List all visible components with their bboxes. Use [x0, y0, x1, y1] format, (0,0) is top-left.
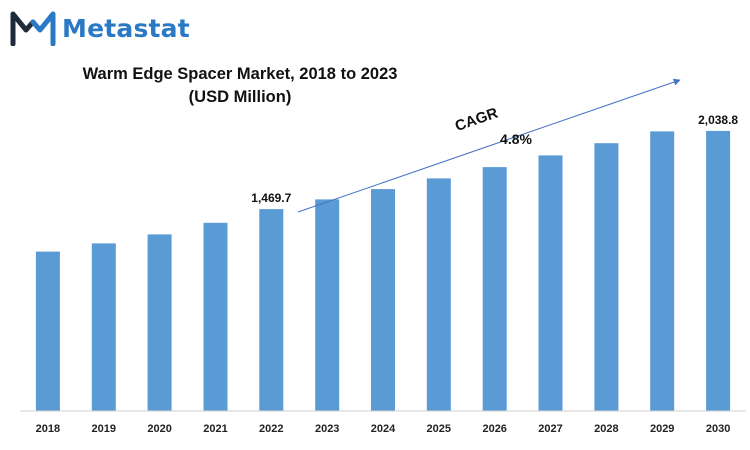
chart-title-line1: Warm Edge Spacer Market, 2018 to 2023 [82, 65, 398, 83]
bar-2028 [594, 143, 619, 411]
bar-2026 [482, 167, 507, 411]
bar-2025 [426, 178, 451, 411]
x-tick-2018: 2018 [36, 423, 60, 435]
bar-2030 [706, 130, 731, 411]
metastat-m-logo-icon [10, 11, 56, 46]
bar-2024 [371, 189, 395, 411]
x-tick-2028: 2028 [594, 423, 618, 435]
bar-series [35, 130, 731, 411]
data-label-2022: 1,469.7 [251, 191, 291, 205]
x-axis-ticks: 2018 2019 2020 2021 2022 2023 2024 2025 2026 2027… [36, 423, 731, 435]
x-tick-2021: 2021 [203, 423, 227, 435]
x-tick-2024: 2024 [371, 423, 396, 435]
bar-2022 [259, 209, 284, 411]
cagr-arrow [297, 78, 681, 213]
bar-2027 [538, 155, 563, 411]
bar-2021 [203, 222, 228, 411]
x-tick-2026: 2026 [482, 423, 506, 435]
x-tick-2029: 2029 [650, 423, 674, 435]
x-tick-2025: 2025 [427, 423, 451, 435]
cagr-label: CAGR [453, 104, 500, 135]
bar-2018 [35, 251, 60, 411]
brand-name: Metastat [62, 13, 190, 43]
x-tick-2027: 2027 [538, 423, 562, 435]
cagr-value: 4.8% [500, 131, 532, 147]
x-tick-2020: 2020 [147, 423, 171, 435]
bar-2019 [91, 243, 116, 411]
bar-2023 [315, 199, 340, 411]
x-tick-2019: 2019 [92, 423, 116, 435]
x-tick-2022: 2022 [259, 423, 283, 435]
bar-2029 [650, 131, 675, 411]
chart-title-line2: (USD Million) [188, 88, 292, 106]
data-labels: 1,469.7 2,038.8 [251, 113, 738, 205]
brand-logo: Metastat [10, 10, 190, 46]
x-tick-2023: 2023 [315, 423, 339, 435]
x-tick-2030: 2030 [706, 423, 730, 435]
bar-2020 [147, 234, 172, 411]
data-label-2030: 2,038.8 [698, 113, 738, 127]
chart-title: Warm Edge Spacer Market, 2018 to 2023 (U… [40, 63, 440, 109]
